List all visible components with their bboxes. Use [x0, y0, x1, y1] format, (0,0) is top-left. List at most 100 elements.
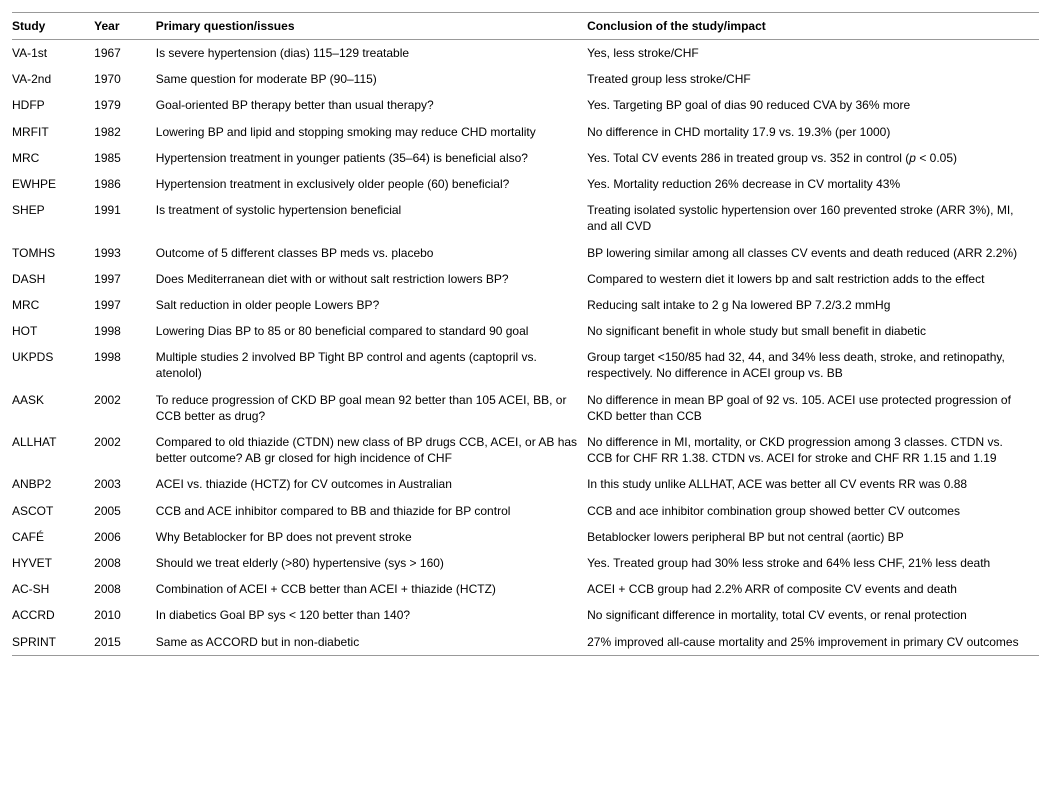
cell-question: Compared to old thiazide (CTDN) new clas…	[156, 429, 587, 471]
cell-question: Is treatment of systolic hypertension be…	[156, 197, 587, 239]
table-row: TOMHS1993Outcome of 5 different classes …	[12, 240, 1039, 266]
cell-year: 2008	[94, 576, 156, 602]
cell-study: MRC	[12, 292, 94, 318]
cell-study: SPRINT	[12, 629, 94, 656]
cell-year: 2006	[94, 524, 156, 550]
cell-year: 1985	[94, 145, 156, 171]
cell-study: CAFÉ	[12, 524, 94, 550]
cell-study: MRC	[12, 145, 94, 171]
cell-study: AASK	[12, 387, 94, 429]
table-row: SPRINT2015Same as ACCORD but in non-diab…	[12, 629, 1039, 656]
cell-study: HDFP	[12, 92, 94, 118]
cell-study: EWHPE	[12, 171, 94, 197]
cell-study: HYVET	[12, 550, 94, 576]
cell-question: Why Betablocker for BP does not prevent …	[156, 524, 587, 550]
cell-question: Hypertension treatment in exclusively ol…	[156, 171, 587, 197]
table-row: DASH1997Does Mediterranean diet with or …	[12, 266, 1039, 292]
table-row: ANBP22003ACEI vs. thiazide (HCTZ) for CV…	[12, 471, 1039, 497]
cell-year: 2002	[94, 429, 156, 471]
cell-question: Is severe hypertension (dias) 115–129 tr…	[156, 40, 587, 67]
table-row: AC-SH2008Combination of ACEI + CCB bette…	[12, 576, 1039, 602]
cell-conclusion: Treating isolated systolic hypertension …	[587, 197, 1039, 239]
cell-question: Lowering BP and lipid and stopping smoki…	[156, 119, 587, 145]
cell-study: TOMHS	[12, 240, 94, 266]
cell-question: Multiple studies 2 involved BP Tight BP …	[156, 344, 587, 386]
cell-question: Does Mediterranean diet with or without …	[156, 266, 587, 292]
table-row: ASCOT2005CCB and ACE inhibitor compared …	[12, 498, 1039, 524]
table-row: VA-1st1967Is severe hypertension (dias) …	[12, 40, 1039, 67]
cell-conclusion: ACEI + CCB group had 2.2% ARR of composi…	[587, 576, 1039, 602]
table-row: CAFÉ2006Why Betablocker for BP does not …	[12, 524, 1039, 550]
col-header-conclusion: Conclusion of the study/impact	[587, 13, 1039, 40]
cell-study: ASCOT	[12, 498, 94, 524]
cell-year: 1997	[94, 266, 156, 292]
cell-question: Goal-oriented BP therapy better than usu…	[156, 92, 587, 118]
cell-question: Same as ACCORD but in non-diabetic	[156, 629, 587, 656]
studies-table: Study Year Primary question/issues Concl…	[12, 12, 1039, 656]
cell-conclusion: Yes. Targeting BP goal of dias 90 reduce…	[587, 92, 1039, 118]
cell-year: 1967	[94, 40, 156, 67]
cell-conclusion: CCB and ace inhibitor combination group …	[587, 498, 1039, 524]
cell-question: CCB and ACE inhibitor compared to BB and…	[156, 498, 587, 524]
cell-conclusion: Reducing salt intake to 2 g Na lowered B…	[587, 292, 1039, 318]
cell-study: ALLHAT	[12, 429, 94, 471]
cell-study: SHEP	[12, 197, 94, 239]
cell-year: 1993	[94, 240, 156, 266]
cell-year: 1979	[94, 92, 156, 118]
cell-conclusion: Treated group less stroke/CHF	[587, 66, 1039, 92]
table-row: MRC1985Hypertension treatment in younger…	[12, 145, 1039, 171]
table-row: AASK2002To reduce progression of CKD BP …	[12, 387, 1039, 429]
cell-question: Salt reduction in older people Lowers BP…	[156, 292, 587, 318]
cell-conclusion: Yes, less stroke/CHF	[587, 40, 1039, 67]
cell-conclusion: BP lowering similar among all classes CV…	[587, 240, 1039, 266]
table-row: UKPDS1998Multiple studies 2 involved BP …	[12, 344, 1039, 386]
cell-conclusion: Yes. Treated group had 30% less stroke a…	[587, 550, 1039, 576]
cell-year: 1991	[94, 197, 156, 239]
table-row: VA-2nd1970Same question for moderate BP …	[12, 66, 1039, 92]
table-row: MRC1997Salt reduction in older people Lo…	[12, 292, 1039, 318]
table-header: Study Year Primary question/issues Concl…	[12, 13, 1039, 40]
cell-year: 2015	[94, 629, 156, 656]
cell-study: AC-SH	[12, 576, 94, 602]
cell-study: HOT	[12, 318, 94, 344]
cell-year: 1998	[94, 344, 156, 386]
cell-question: ACEI vs. thiazide (HCTZ) for CV outcomes…	[156, 471, 587, 497]
cell-conclusion: In this study unlike ALLHAT, ACE was bet…	[587, 471, 1039, 497]
cell-question: Should we treat elderly (>80) hypertensi…	[156, 550, 587, 576]
col-header-year: Year	[94, 13, 156, 40]
cell-conclusion: No significant difference in mortality, …	[587, 602, 1039, 628]
table-body: VA-1st1967Is severe hypertension (dias) …	[12, 40, 1039, 656]
table-row: MRFIT1982Lowering BP and lipid and stopp…	[12, 119, 1039, 145]
cell-year: 1986	[94, 171, 156, 197]
cell-study: ANBP2	[12, 471, 94, 497]
table-row: EWHPE1986Hypertension treatment in exclu…	[12, 171, 1039, 197]
cell-study: DASH	[12, 266, 94, 292]
cell-conclusion: No significant benefit in whole study bu…	[587, 318, 1039, 344]
table-row: ACCRD2010In diabetics Goal BP sys < 120 …	[12, 602, 1039, 628]
cell-conclusion: Betablocker lowers peripheral BP but not…	[587, 524, 1039, 550]
cell-study: VA-2nd	[12, 66, 94, 92]
cell-study: UKPDS	[12, 344, 94, 386]
table-row: HYVET2008Should we treat elderly (>80) h…	[12, 550, 1039, 576]
cell-year: 2005	[94, 498, 156, 524]
cell-year: 1997	[94, 292, 156, 318]
table-row: HDFP1979Goal-oriented BP therapy better …	[12, 92, 1039, 118]
cell-conclusion: No difference in mean BP goal of 92 vs. …	[587, 387, 1039, 429]
cell-year: 2008	[94, 550, 156, 576]
col-header-question: Primary question/issues	[156, 13, 587, 40]
cell-question: To reduce progression of CKD BP goal mea…	[156, 387, 587, 429]
cell-question: Lowering Dias BP to 85 or 80 beneficial …	[156, 318, 587, 344]
cell-conclusion: No difference in MI, mortality, or CKD p…	[587, 429, 1039, 471]
cell-study: ACCRD	[12, 602, 94, 628]
cell-conclusion: Yes. Total CV events 286 in treated grou…	[587, 145, 1039, 171]
cell-conclusion: Yes. Mortality reduction 26% decrease in…	[587, 171, 1039, 197]
cell-question: Hypertension treatment in younger patien…	[156, 145, 587, 171]
cell-question: Same question for moderate BP (90–115)	[156, 66, 587, 92]
cell-question: In diabetics Goal BP sys < 120 better th…	[156, 602, 587, 628]
cell-question: Combination of ACEI + CCB better than AC…	[156, 576, 587, 602]
cell-year: 2002	[94, 387, 156, 429]
cell-study: VA-1st	[12, 40, 94, 67]
cell-year: 1970	[94, 66, 156, 92]
cell-year: 1998	[94, 318, 156, 344]
cell-conclusion: Group target <150/85 had 32, 44, and 34%…	[587, 344, 1039, 386]
